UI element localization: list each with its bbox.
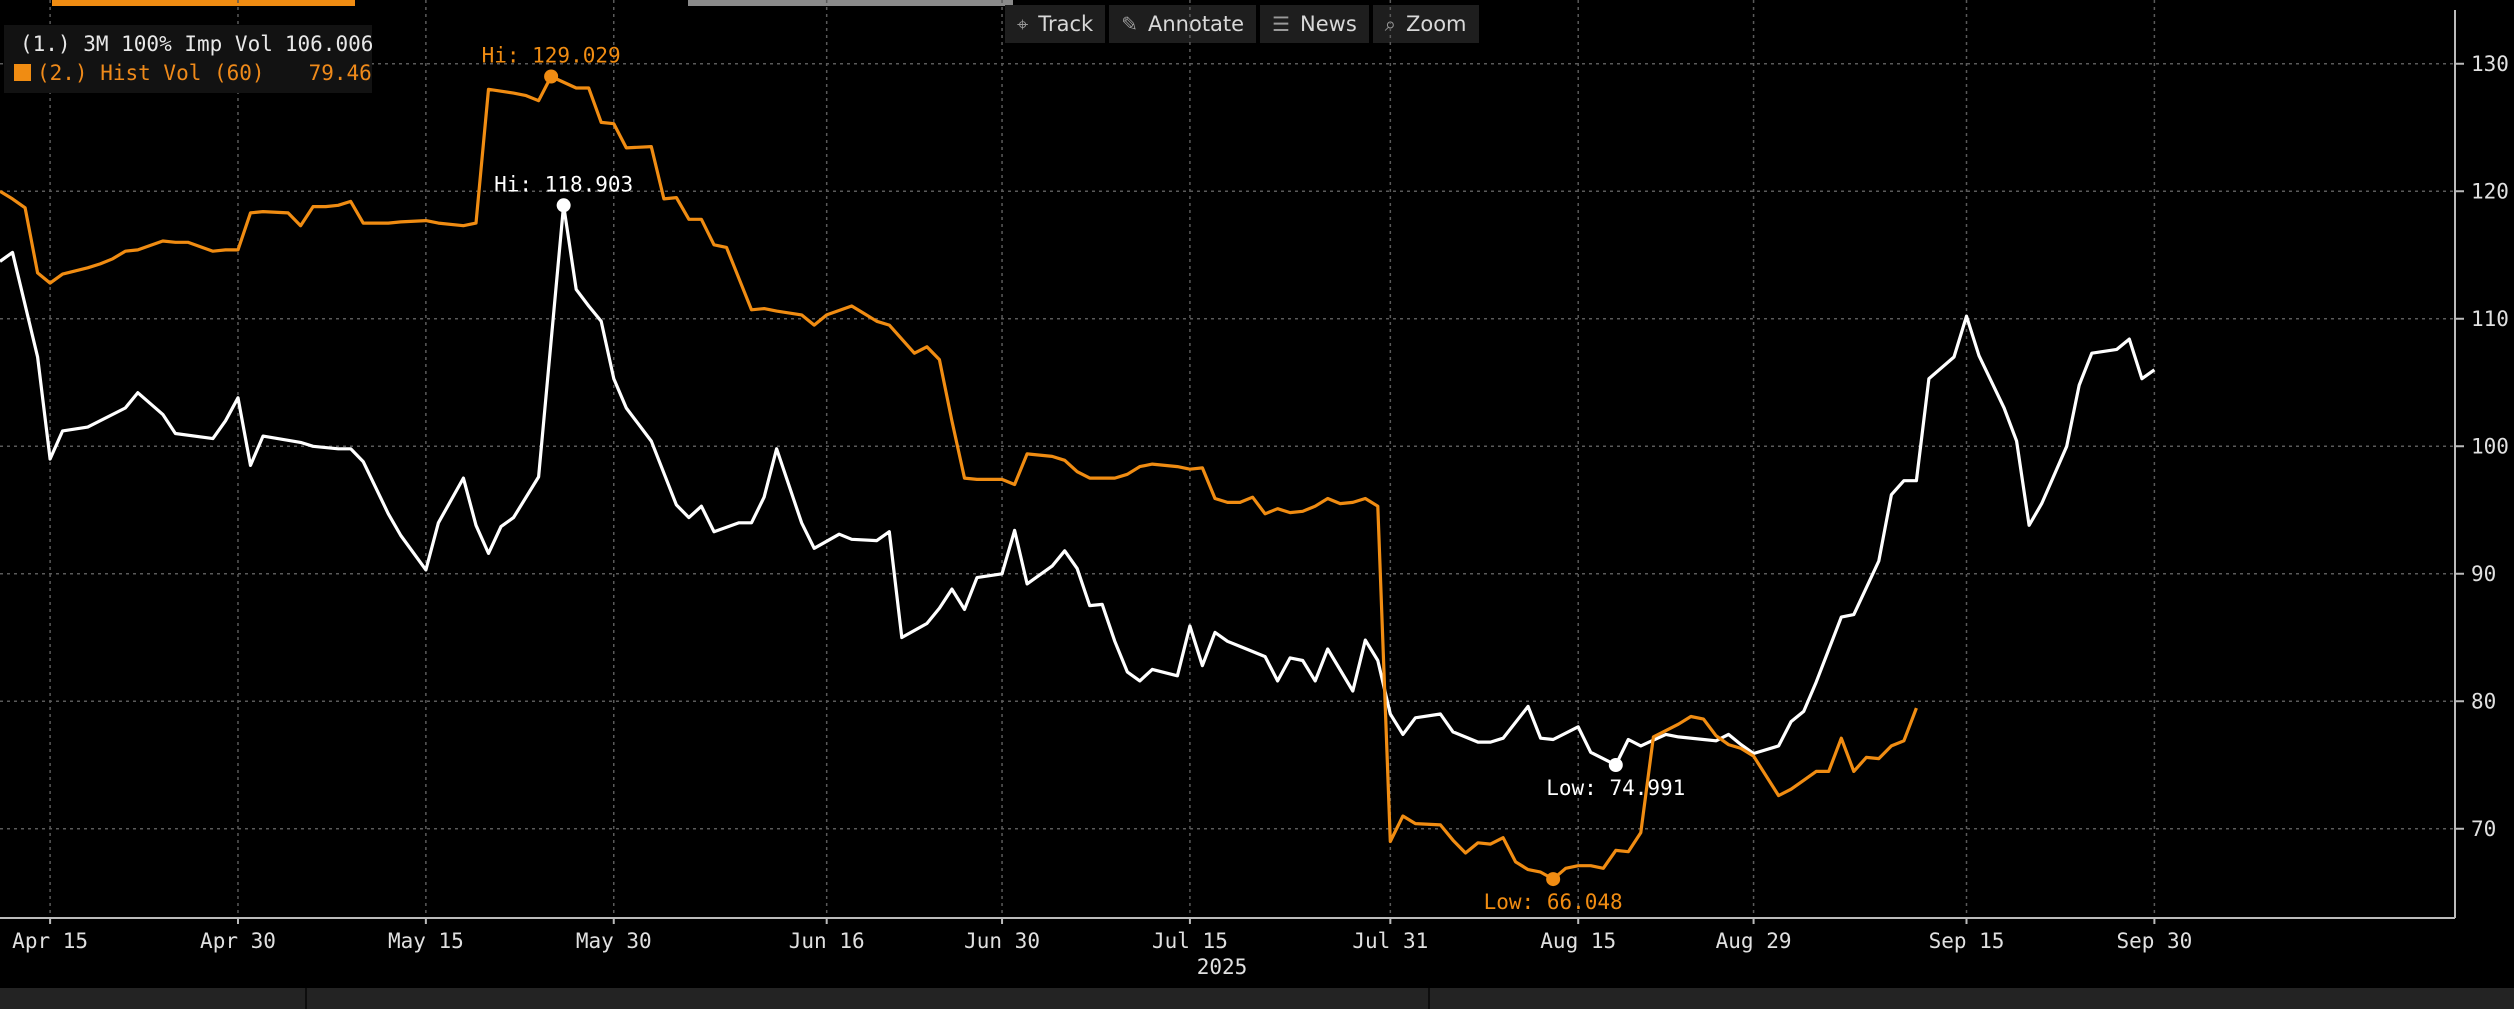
x-tick-label: Jun 16 (789, 929, 865, 953)
legend-series-value: 106.006 (284, 31, 374, 56)
x-tick-label: Aug 15 (1540, 929, 1616, 953)
series-lines (0, 74, 2156, 881)
x-tick-label: Apr 15 (12, 929, 88, 953)
annotation-label: Hi: 118.903 (494, 172, 633, 196)
annotation-label: Low: 74.991 (1546, 776, 1685, 800)
news-button[interactable]: ☰ News (1260, 5, 1369, 43)
news-label: News (1300, 12, 1357, 36)
annotation-label: Hi: 129.029 (482, 44, 621, 68)
y-tick-label: 120 (2471, 179, 2509, 203)
crosshair-icon: ⌖ (1017, 12, 1029, 36)
security-field-2[interactable] (688, 0, 1013, 6)
status-bar (0, 988, 2514, 1009)
track-button[interactable]: ⌖ Track (1005, 5, 1106, 43)
series-line-implied-vol (0, 203, 2156, 767)
y-tick-label: 100 (2471, 434, 2509, 458)
legend-item-hist-vol[interactable]: (2.) Hist Vol (60) 79.46 (4, 58, 372, 87)
legend-series-value: 79.46 (308, 60, 372, 85)
annotation-marker (1608, 758, 1623, 772)
pencil-icon: ✎ (1121, 12, 1138, 36)
status-separator (1428, 988, 1430, 1009)
y-tick-label: 70 (2471, 817, 2496, 841)
annotation-label: Low: 66.048 (1484, 890, 1623, 914)
x-tick-label: May 30 (576, 929, 652, 953)
x-tick-label: Aug 29 (1716, 929, 1792, 953)
legend-series-name: (1.) 3M 100% Imp Vol (20, 31, 273, 56)
x-tick-label: Jul 15 (1152, 929, 1228, 953)
status-separator (305, 988, 307, 1009)
grid-lines (0, 0, 2455, 918)
annotate-button[interactable]: ✎ Annotate (1109, 5, 1257, 43)
x-tick-label: Sep 15 (1929, 929, 2005, 953)
chart-canvas[interactable]: Hi: 118.903 Low: 74.991 Hi: 129.029 Low: 66… (0, 0, 2514, 988)
y-tick-label: 80 (2471, 689, 2496, 713)
legend-item-implied-vol[interactable]: (1.) 3M 100% Imp Vol 106.006 (4, 29, 374, 58)
news-icon: ☰ (1272, 12, 1291, 36)
track-label: Track (1038, 12, 1094, 36)
zoom-label: Zoom (1405, 12, 1467, 36)
x-tick-label: May 15 (388, 929, 464, 953)
security-field-1[interactable] (52, 0, 355, 6)
y-tick-label: 110 (2471, 307, 2509, 331)
annotation-marker (544, 69, 559, 84)
annotation-marker (556, 198, 571, 213)
series-line-hist-vol (0, 74, 1918, 881)
y-tick-label: 90 (2471, 562, 2496, 586)
x-tick-label: Jun 30 (964, 929, 1040, 953)
y-tick-label: 130 (2471, 52, 2509, 76)
x-tick-label: Jul 31 (1352, 929, 1428, 953)
legend: (1.) 3M 100% Imp Vol 106.006 (2.) Hist V… (4, 25, 374, 93)
x-tick-label: Apr 30 (200, 929, 276, 953)
annotate-label: Annotate (1147, 12, 1245, 36)
legend-series-name: (2.) Hist Vol (60) (37, 60, 265, 85)
annotations: Hi: 118.903 Low: 74.991 Hi: 129.029 Low: 66… (482, 44, 1686, 915)
x-axis-year-label: 2025 (1197, 955, 1248, 979)
annotation-marker (1546, 872, 1561, 887)
x-tick-label: Sep 30 (2116, 929, 2192, 953)
legend-swatch-orange (14, 64, 31, 81)
x-axis: Apr 15 Apr 30 May 15 May 30 Jun 16 Jun 30 Jul … (0, 917, 2455, 979)
y-axis: 70 80 90 100 110 120 130 (2454, 10, 2509, 918)
